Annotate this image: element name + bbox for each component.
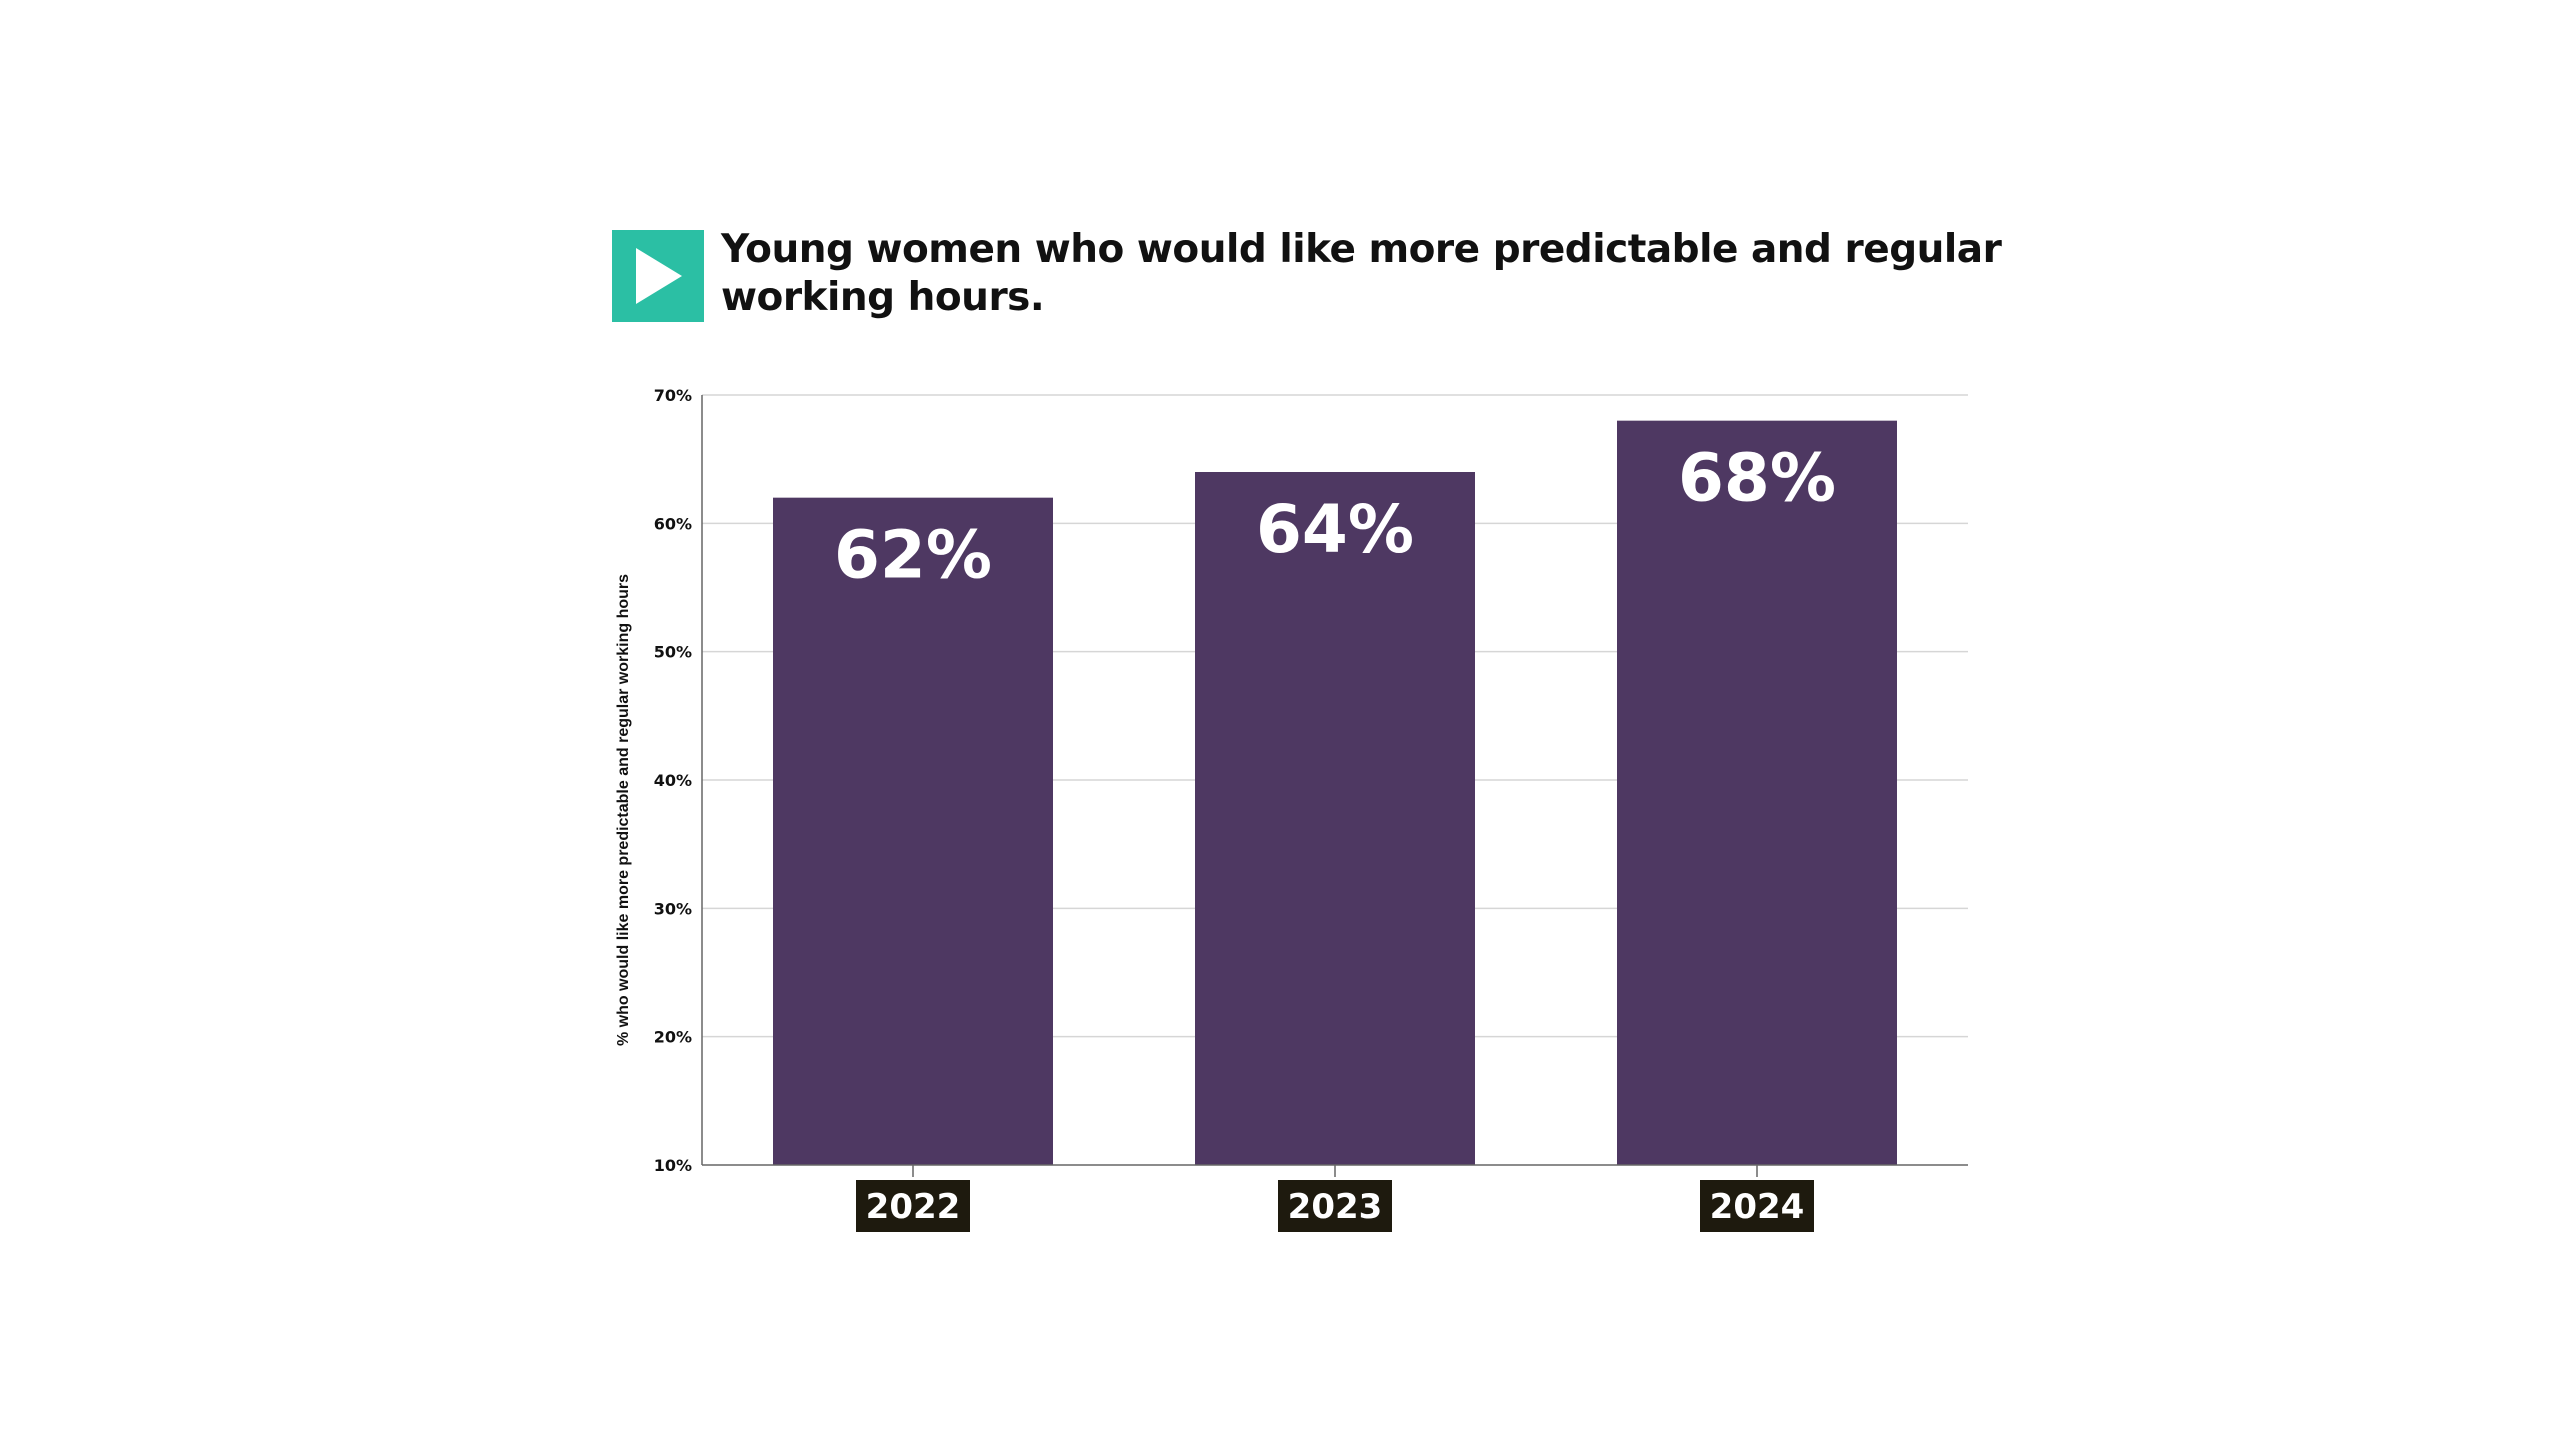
y-tick-label: 50% (654, 643, 692, 662)
y-tick-label: 20% (654, 1028, 692, 1047)
labels: 10% 20% 30% 40% 50% 60% 70% 62% 2022 64% 2023 68% 20… (615, 386, 1836, 1232)
bar-value-label: 64% (1256, 491, 1414, 568)
play-triangle-icon (612, 230, 704, 322)
y-axis-title: % who would like more predictable and re… (615, 574, 632, 1046)
bar-value-label: 62% (834, 517, 992, 594)
category-label: 2024 (1710, 1187, 1805, 1227)
y-tick-label: 40% (654, 771, 692, 790)
category-label-box (1700, 1180, 1814, 1232)
category-label: 2022 (866, 1187, 961, 1227)
bar-2023 (1195, 472, 1475, 1165)
bar-value-label: 68% (1678, 440, 1836, 517)
bar-2024 (1617, 420, 1897, 1166)
category-label-box (856, 1180, 970, 1232)
bar-2022 (773, 497, 1053, 1166)
bars (773, 420, 1897, 1166)
category-label-box (1278, 1180, 1392, 1232)
axes (701, 395, 1968, 1177)
y-tick-label: 30% (654, 899, 692, 918)
y-tick-label: 70% (654, 386, 692, 405)
chart-title: Young women who would like more predicta… (721, 227, 2002, 320)
category-label: 2023 (1288, 1187, 1383, 1227)
y-tick-label: 60% (654, 514, 692, 533)
y-tick-label: 10% (654, 1156, 692, 1175)
